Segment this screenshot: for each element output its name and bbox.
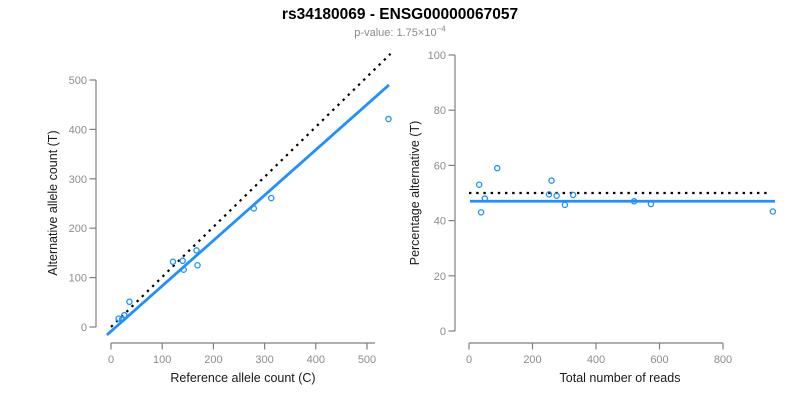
- left-panel: 0 100 200 300 400 500 0 100 200 300 400 500 Referenc…: [46, 53, 392, 385]
- data-point: [115, 315, 122, 322]
- figure-subtitle-pvalue: p-value: 1.75×10−4: [0, 24, 800, 39]
- data-point: [268, 194, 275, 202]
- data-point: [385, 115, 392, 123]
- y-tick-label: 80: [434, 105, 446, 117]
- data-point: [569, 191, 577, 199]
- x-tick-label: 500: [358, 354, 376, 366]
- x-tick-label: 200: [204, 354, 222, 366]
- data-point: [126, 298, 133, 306]
- data-point: [481, 195, 489, 202]
- data-point: [121, 311, 128, 319]
- data-point: [169, 258, 177, 266]
- data-point: [250, 205, 258, 212]
- data-point: [647, 200, 655, 208]
- y-tick-label: 200: [69, 223, 87, 235]
- x-tick-label: 400: [587, 354, 605, 366]
- y-tick-label: 40: [434, 216, 446, 228]
- y-tick-label: 0: [81, 322, 87, 334]
- x-tick-label: 400: [307, 354, 325, 366]
- y-tick-label: 0: [440, 326, 446, 338]
- data-point: [194, 261, 201, 269]
- y-tick-label: 300: [69, 174, 87, 186]
- x-tick-label: 0: [108, 354, 114, 366]
- figure-title: rs34180069 - ENSG00000067057: [281, 6, 519, 23]
- y-tick-label: 100: [428, 50, 446, 62]
- x-tick-label: 100: [153, 354, 171, 366]
- data-point: [180, 266, 187, 273]
- y-tick-label: 100: [69, 273, 87, 285]
- y-axis-title: Alternative allele count (T): [46, 130, 60, 275]
- data-point: [477, 209, 485, 216]
- x-tick-label: 300: [255, 354, 273, 366]
- x-tick-label: 800: [714, 354, 732, 366]
- data-point: [494, 164, 501, 172]
- pvalue-mantissa: 1.75×10: [396, 27, 437, 39]
- pvalue-exponent: −4: [436, 24, 446, 34]
- x-axis-title: Reference allele count (C): [170, 371, 315, 385]
- y-axis-title: Percentage alternative (T): [408, 121, 422, 266]
- fit-line: [105, 83, 390, 336]
- data-point: [561, 201, 569, 209]
- data-point: [475, 181, 483, 188]
- expected-identity-line: [110, 53, 392, 328]
- x-tick-label: 0: [466, 354, 472, 366]
- x-tick-label: 600: [650, 354, 668, 366]
- pvalue-label: p-value:: [354, 27, 397, 39]
- data-point: [545, 191, 553, 198]
- data-point: [630, 198, 638, 205]
- y-tick-label: 60: [434, 160, 446, 172]
- x-axis-title: Total number of reads: [560, 371, 681, 385]
- data-point: [179, 257, 186, 265]
- y-tick-label: 500: [69, 75, 87, 87]
- data-point: [548, 177, 555, 184]
- data-point: [553, 192, 560, 200]
- y-tick-label: 400: [69, 124, 87, 136]
- y-tick-label: 20: [434, 271, 446, 283]
- right-panel: 0 200 400 600 800 0 20 40 60 80 100 Total number of…: [408, 50, 777, 385]
- data-point: [193, 247, 200, 254]
- x-tick-label: 200: [523, 354, 541, 366]
- data-point: [769, 208, 777, 215]
